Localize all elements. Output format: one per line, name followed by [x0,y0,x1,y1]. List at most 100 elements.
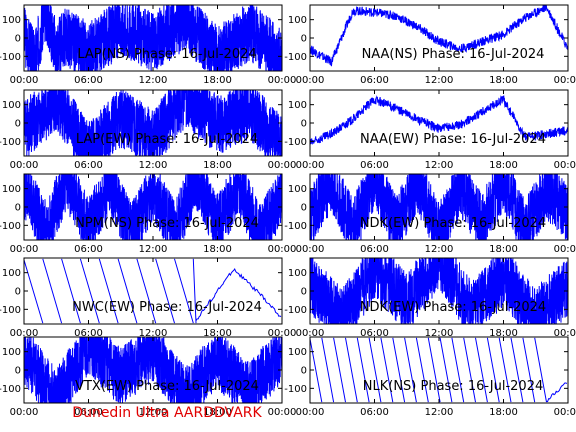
x-tick-label: 06:00 [74,328,103,339]
x-tick-label: 00:00 [554,75,576,86]
y-tick-label: 100 [2,15,21,26]
x-tick-label: 00:00 [10,75,39,86]
x-tick-label: 06:00 [360,328,389,339]
y-tick-label: 0 [301,203,307,214]
x-tick-label: 06:00 [360,160,389,171]
x-tick-label: 06:00 [74,75,103,86]
x-tick-label: 12:00 [425,244,454,255]
y-tick-label: 100 [288,347,307,358]
chart-panel-5: 100 0 -100 00:00 06:00 12:00 18:00 00:00 NPM(NS)… [0,173,297,255]
x-tick-label: 12:00 [139,75,168,86]
phase-series-line [310,5,568,67]
y-tick-label: 0 [15,203,21,214]
x-tick-label: 00:00 [554,407,576,418]
phase-series-line [310,258,568,324]
y-tick-label: -100 [0,221,21,232]
x-tick-label: 00:00 [268,160,297,171]
x-tick-label: 00:00 [554,244,576,255]
chart-panel-4: 100 0 -100 00:00 06:00 12:00 18:00 00:00 NAA(EW)… [284,89,576,171]
x-tick-label: 18:00 [489,75,518,86]
x-tick-label: 00:00 [10,407,39,418]
chart-panel-1: 100 0 -100 00:00 06:00 12:00 18:00 00:00 LAP(NS)… [0,4,297,86]
panel-title: NDK(EW) Phase: 16-Jul-2024 [360,216,546,231]
y-tick-label: 0 [301,287,307,298]
x-tick-label: 06:00 [74,407,103,418]
x-tick-label: 12:00 [139,407,168,418]
x-tick-label: 18:00 [203,75,232,86]
panel-title: NAA(EW) Phase: 16-Jul-2024 [360,132,546,147]
x-tick-label: 00:00 [268,328,297,339]
x-tick-label: 00:00 [554,328,576,339]
phase-series-line [310,95,568,145]
phase-series-line [310,337,568,403]
footer-label: Dunedin Ultra AARDDVARK [72,405,262,421]
y-tick-label: 100 [288,268,307,279]
y-tick-label: -100 [284,137,307,148]
phase-series-line [310,174,568,240]
panel-title: NLK(NS) Phase: 16-Jul-2024 [363,379,544,394]
phase-series-line [24,90,282,156]
chart-panel-3: 100 0 -100 00:00 06:00 12:00 18:00 00:00 LAP(EW)… [0,89,297,171]
y-tick-label: 0 [15,34,21,45]
x-tick-label: 18:00 [203,160,232,171]
y-tick-label: 0 [301,366,307,377]
x-tick-label: 00:00 [296,328,325,339]
x-tick-label: 00:00 [10,328,39,339]
x-tick-label: 00:00 [296,75,325,86]
chart-panel-6: 100 0 -100 00:00 06:00 12:00 18:00 00:00 NDK(EW)… [284,173,576,255]
y-tick-label: 100 [2,347,21,358]
panel-title: LAP(EW) Phase: 16-Jul-2024 [76,132,258,147]
x-tick-label: 12:00 [425,75,454,86]
x-tick-label: 12:00 [425,328,454,339]
x-tick-label: 00:00 [268,407,297,418]
x-tick-label: 18:00 [489,407,518,418]
y-tick-label: 0 [301,119,307,130]
y-tick-label: 0 [15,287,21,298]
y-tick-label: -100 [0,384,21,395]
x-tick-label: 00:00 [10,244,39,255]
chart-panel-9: 100 0 -100 00:00 06:00 12:00 18:00 00:00 VTX(EW)… [0,336,297,418]
x-tick-label: 12:00 [425,407,454,418]
y-tick-label: 0 [15,366,21,377]
chart-panel-8: 100 0 -100 00:00 06:00 12:00 18:00 00:00 NDK(EW)… [284,257,576,339]
panel-title: LAP(NS) Phase: 16-Jul-2024 [77,47,256,62]
panel-title: NWC(EW) Phase: 16-Jul-2024 [72,300,262,315]
panel-title: VTX(EW) Phase: 16-Jul-2024 [75,379,259,394]
x-tick-label: 00:00 [296,407,325,418]
y-tick-label: 100 [2,100,21,111]
x-tick-label: 00:00 [268,244,297,255]
chart-panel-10: 100 0 -100 00:00 06:00 12:00 18:00 00:00 NLK(NS)… [284,336,576,418]
chart-panel-7: 100 0 -100 00:00 06:00 12:00 18:00 00:00 NWC(EW)… [0,257,297,339]
x-tick-label: 06:00 [360,407,389,418]
phase-series-line [24,258,282,324]
x-tick-label: 00:00 [268,75,297,86]
y-tick-label: 0 [15,119,21,130]
x-tick-label: 06:00 [74,244,103,255]
phase-series-line [24,5,282,71]
x-tick-label: 00:00 [10,160,39,171]
y-tick-label: -100 [0,137,21,148]
y-tick-label: 0 [301,34,307,45]
x-tick-label: 18:00 [203,244,232,255]
y-tick-label: 100 [288,100,307,111]
panel-title: NDK(EW) Phase: 16-Jul-2024 [360,300,546,315]
x-tick-label: 18:00 [203,407,232,418]
y-tick-label: 100 [288,15,307,26]
panel-title: NAA(NS) Phase: 16-Jul-2024 [362,47,545,62]
chart-panel-2: 100 0 -100 00:00 06:00 12:00 18:00 00:00 NAA(NS)… [284,4,576,86]
x-tick-label: 12:00 [425,160,454,171]
x-tick-label: 12:00 [139,328,168,339]
phase-series-line [24,174,282,240]
panel-title: NPM(NS) Phase: 16-Jul-2024 [75,216,259,231]
y-tick-label: -100 [284,52,307,63]
y-tick-label: 100 [2,268,21,279]
x-tick-label: 06:00 [360,244,389,255]
x-tick-label: 12:00 [139,160,168,171]
x-tick-label: 18:00 [203,328,232,339]
y-tick-label: 100 [288,184,307,195]
x-tick-label: 00:00 [296,244,325,255]
x-tick-label: 00:00 [554,160,576,171]
y-tick-label: 100 [2,184,21,195]
y-tick-label: -100 [0,305,21,316]
